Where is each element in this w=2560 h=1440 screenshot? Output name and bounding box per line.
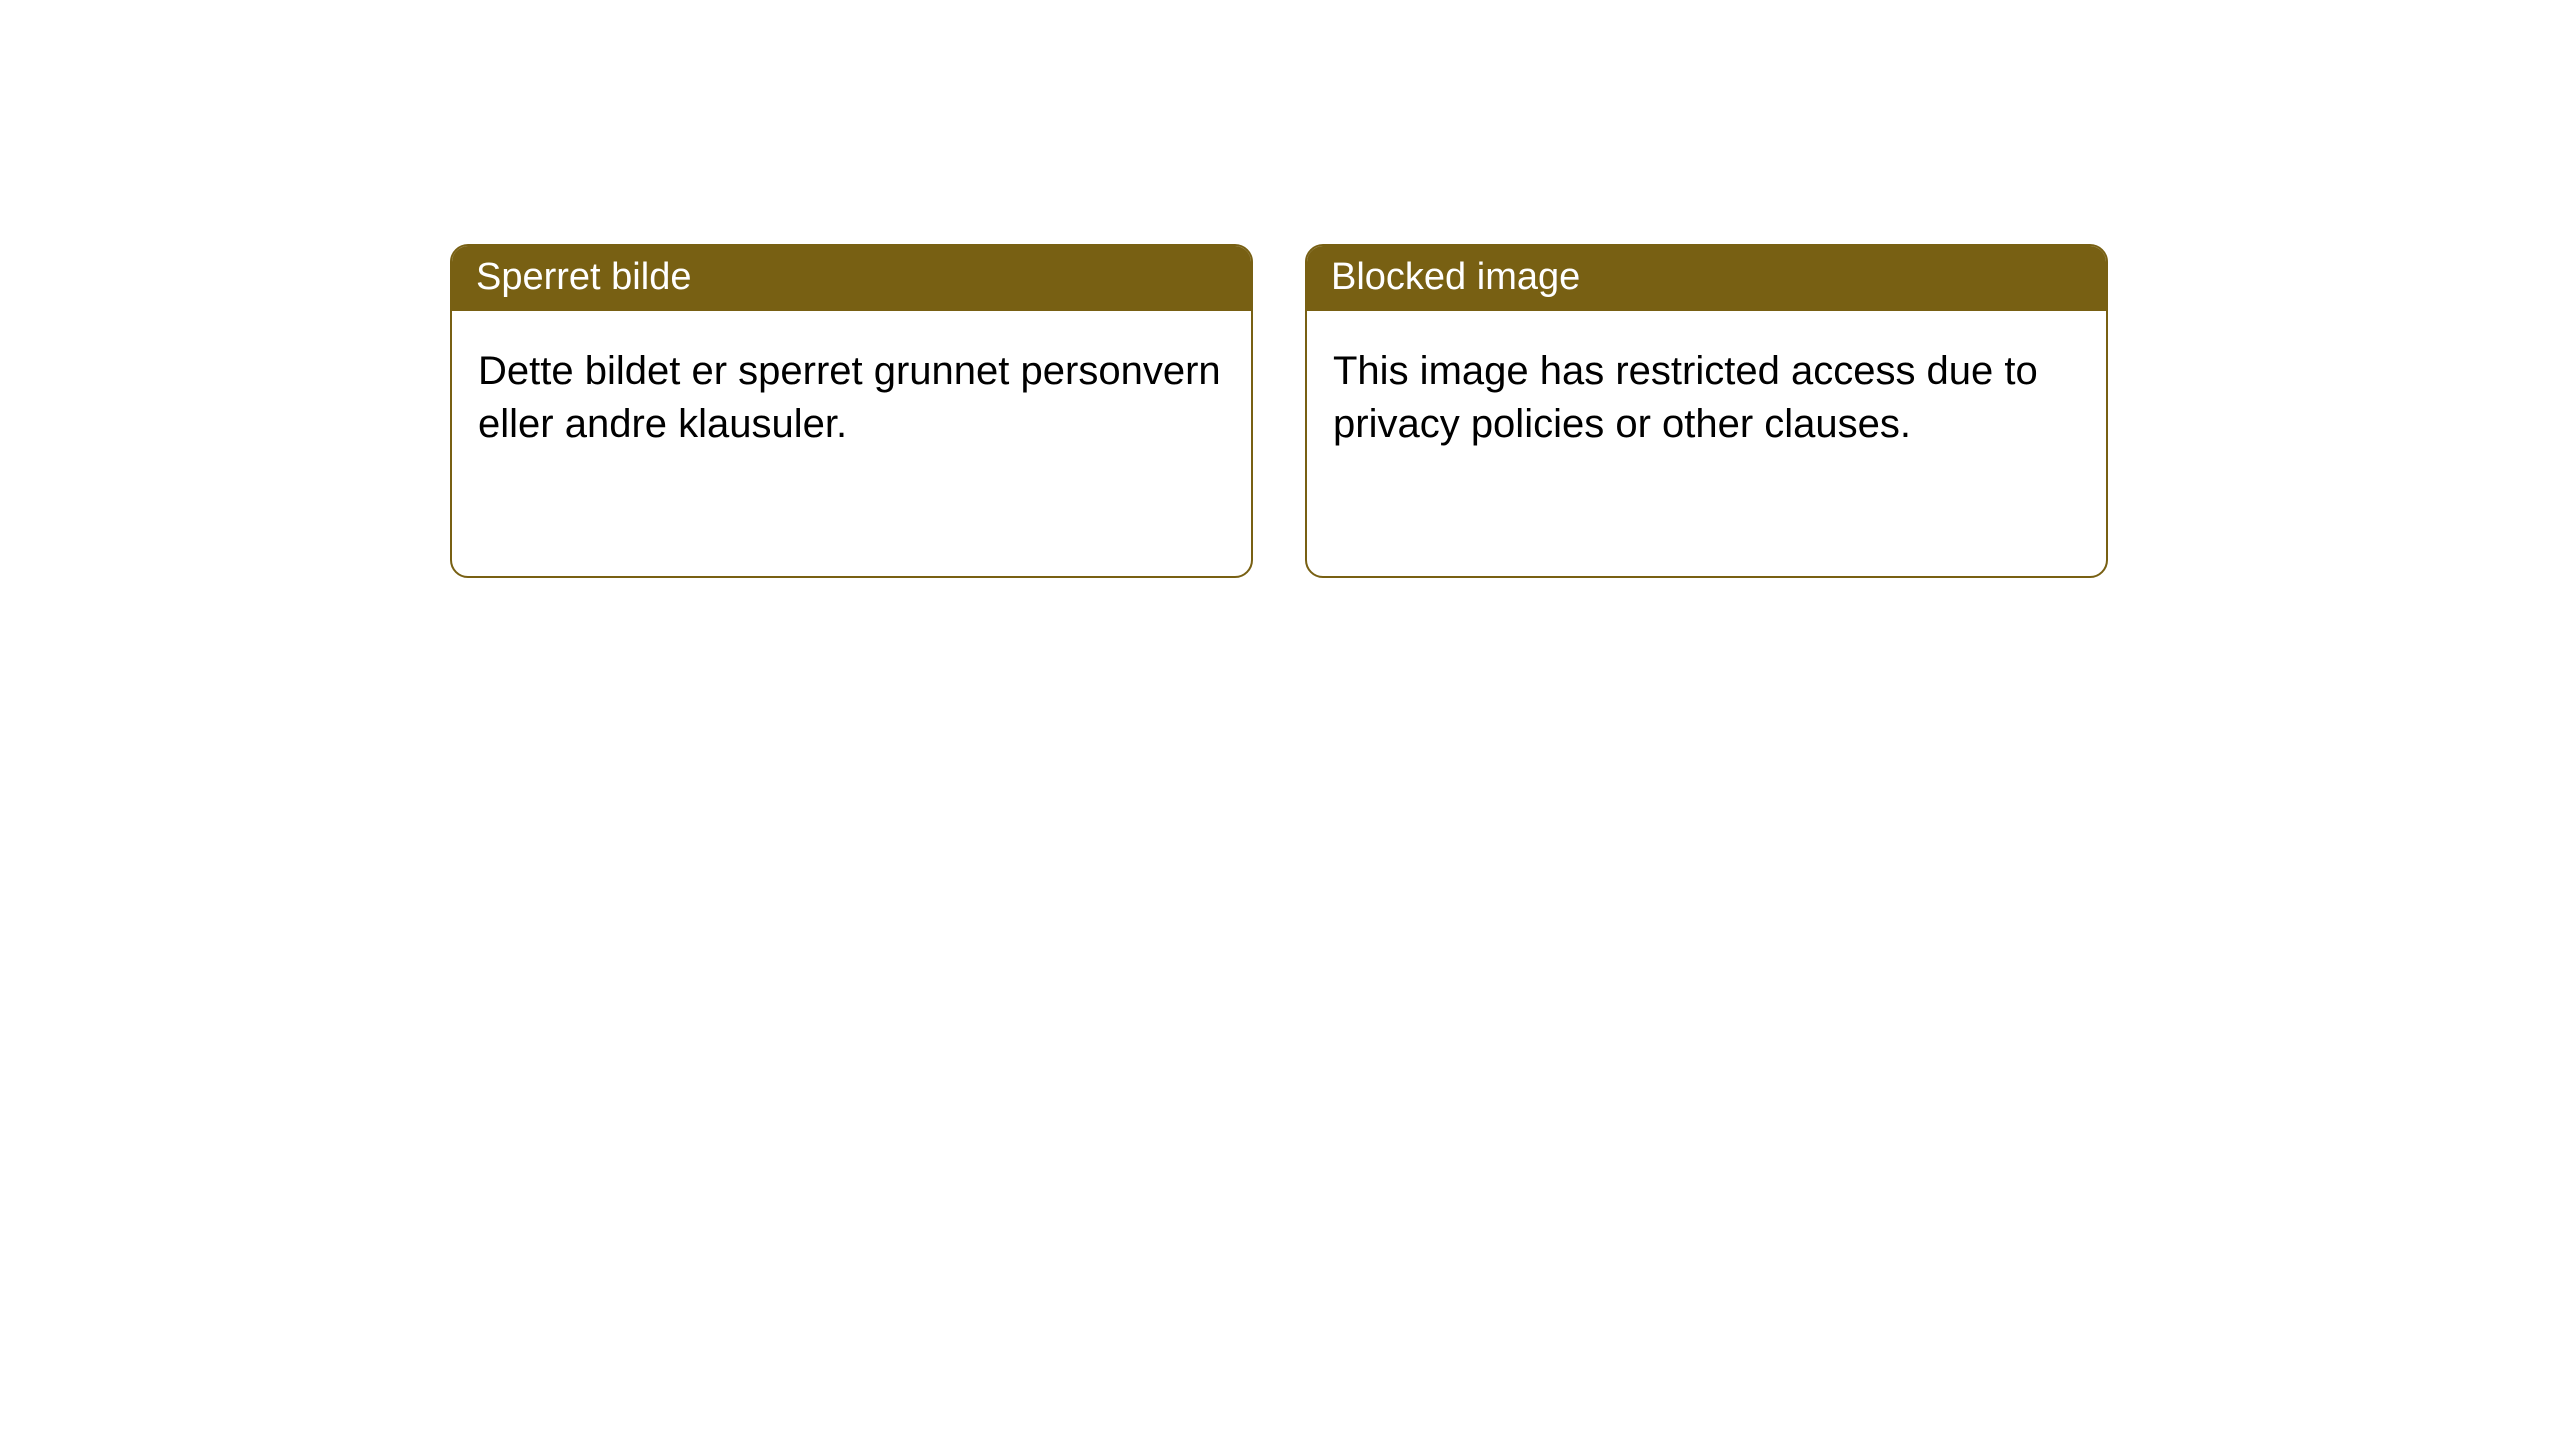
notice-title: Blocked image bbox=[1307, 246, 2106, 311]
notices-container: Sperret bilde Dette bildet er sperret gr… bbox=[450, 244, 2108, 578]
notice-card-english: Blocked image This image has restricted … bbox=[1305, 244, 2108, 578]
notice-title: Sperret bilde bbox=[452, 246, 1251, 311]
notice-body: This image has restricted access due to … bbox=[1307, 311, 2106, 485]
notice-card-norwegian: Sperret bilde Dette bildet er sperret gr… bbox=[450, 244, 1253, 578]
notice-body: Dette bildet er sperret grunnet personve… bbox=[452, 311, 1251, 485]
